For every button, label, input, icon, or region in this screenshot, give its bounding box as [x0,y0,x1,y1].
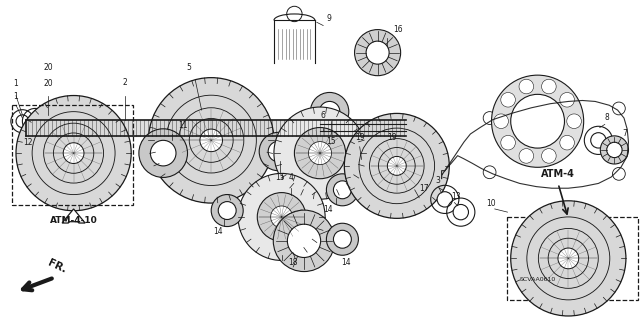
Circle shape [150,140,176,166]
Text: 10: 10 [486,199,496,208]
Circle shape [333,230,351,248]
Circle shape [54,113,71,130]
Text: 9: 9 [326,14,332,23]
Text: 13: 13 [451,192,461,201]
Circle shape [268,141,289,162]
Circle shape [369,158,386,174]
Circle shape [500,93,515,107]
Text: 1: 1 [13,79,19,88]
Circle shape [271,206,292,228]
Circle shape [600,136,628,164]
Text: 12: 12 [24,138,33,147]
Circle shape [319,101,340,122]
Circle shape [511,201,626,316]
Text: 11: 11 [178,121,188,130]
Text: 6: 6 [321,111,326,120]
Circle shape [16,95,131,211]
Circle shape [273,210,335,271]
Circle shape [200,129,223,152]
Circle shape [607,142,622,158]
Circle shape [28,114,42,128]
Circle shape [612,167,625,180]
Text: 8: 8 [605,113,609,122]
Circle shape [558,248,579,269]
Text: 2: 2 [122,78,127,86]
Text: 14: 14 [212,227,223,236]
Text: 20: 20 [43,79,53,88]
Circle shape [560,135,575,150]
Text: 1: 1 [13,92,19,101]
Circle shape [139,129,188,177]
Text: 14: 14 [323,205,333,214]
Circle shape [563,94,576,107]
Circle shape [274,107,366,199]
Circle shape [528,97,541,110]
Circle shape [310,93,349,131]
Text: 3: 3 [435,176,440,185]
Text: ATM-4-10: ATM-4-10 [50,216,97,225]
Circle shape [366,41,389,64]
Circle shape [238,174,325,260]
Circle shape [519,79,534,94]
Text: 17: 17 [419,184,429,193]
Circle shape [541,149,556,163]
Circle shape [63,143,84,164]
Text: 14: 14 [340,258,351,267]
Text: 7: 7 [622,129,627,137]
Circle shape [453,204,468,220]
Circle shape [294,128,346,179]
Circle shape [259,132,298,171]
Circle shape [519,149,534,163]
Circle shape [541,79,556,94]
Text: 18: 18 [289,258,298,267]
Circle shape [483,166,496,179]
Circle shape [612,102,625,115]
Circle shape [355,30,401,76]
Text: 15: 15 [275,173,285,182]
Circle shape [16,115,29,128]
Circle shape [287,224,321,257]
Text: 19: 19 [387,133,397,142]
Circle shape [500,135,515,150]
Circle shape [492,75,584,167]
Circle shape [387,156,406,175]
Circle shape [511,94,564,148]
Text: 16: 16 [394,25,403,34]
Circle shape [560,93,575,107]
Circle shape [148,78,274,203]
Circle shape [308,142,332,165]
Text: FR.: FR. [46,257,68,275]
Circle shape [211,195,243,226]
Text: SCVAA0610: SCVAA0610 [520,277,556,282]
Circle shape [494,114,508,129]
Circle shape [257,193,306,241]
Text: 5: 5 [186,63,191,72]
Circle shape [40,114,56,129]
Circle shape [326,174,358,206]
Circle shape [591,133,606,148]
Circle shape [385,158,402,174]
Circle shape [344,113,449,219]
Text: 20: 20 [43,63,53,72]
Text: 15: 15 [326,137,336,145]
Circle shape [326,223,358,255]
Text: ATM-4: ATM-4 [541,169,575,179]
Circle shape [437,192,452,207]
Circle shape [353,158,370,174]
Text: 19: 19 [355,133,365,142]
Circle shape [483,112,496,124]
Circle shape [333,181,351,199]
Text: 4: 4 [289,173,294,182]
Polygon shape [62,209,85,223]
Circle shape [567,114,581,129]
Circle shape [218,202,236,219]
